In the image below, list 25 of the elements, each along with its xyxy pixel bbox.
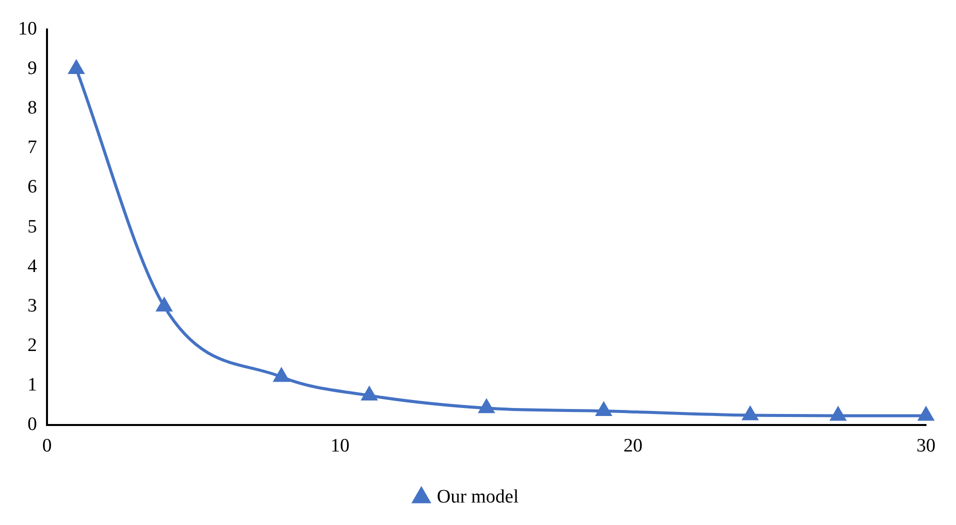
y-tick-label: 0	[28, 414, 37, 436]
y-tick-label: 5	[28, 216, 37, 238]
y-tick-label: 2	[28, 335, 37, 356]
y-tick-label: 1	[28, 374, 37, 396]
y-tick-label: 7	[28, 137, 37, 158]
point	[918, 407, 934, 421]
x-tick-label: 20	[624, 436, 642, 457]
x-tick-label: 10	[330, 436, 350, 457]
y-tick-label: 9	[28, 58, 37, 79]
y-tick-label: 4	[28, 256, 38, 277]
x-tick-label: 30	[916, 436, 936, 457]
point	[274, 368, 289, 382]
point	[478, 400, 494, 414]
legend-label: Our model	[436, 486, 519, 508]
point	[596, 402, 612, 416]
y-tick-label: 6	[28, 176, 37, 198]
x-tick-label: 0	[42, 436, 52, 457]
point	[156, 298, 172, 312]
point	[362, 387, 377, 401]
point	[830, 407, 846, 421]
point	[742, 406, 758, 420]
y-tick-label: 3	[28, 295, 37, 316]
y-tick-label: 8	[28, 98, 37, 119]
y-tick-label: 10	[18, 18, 37, 40]
point	[68, 60, 84, 74]
